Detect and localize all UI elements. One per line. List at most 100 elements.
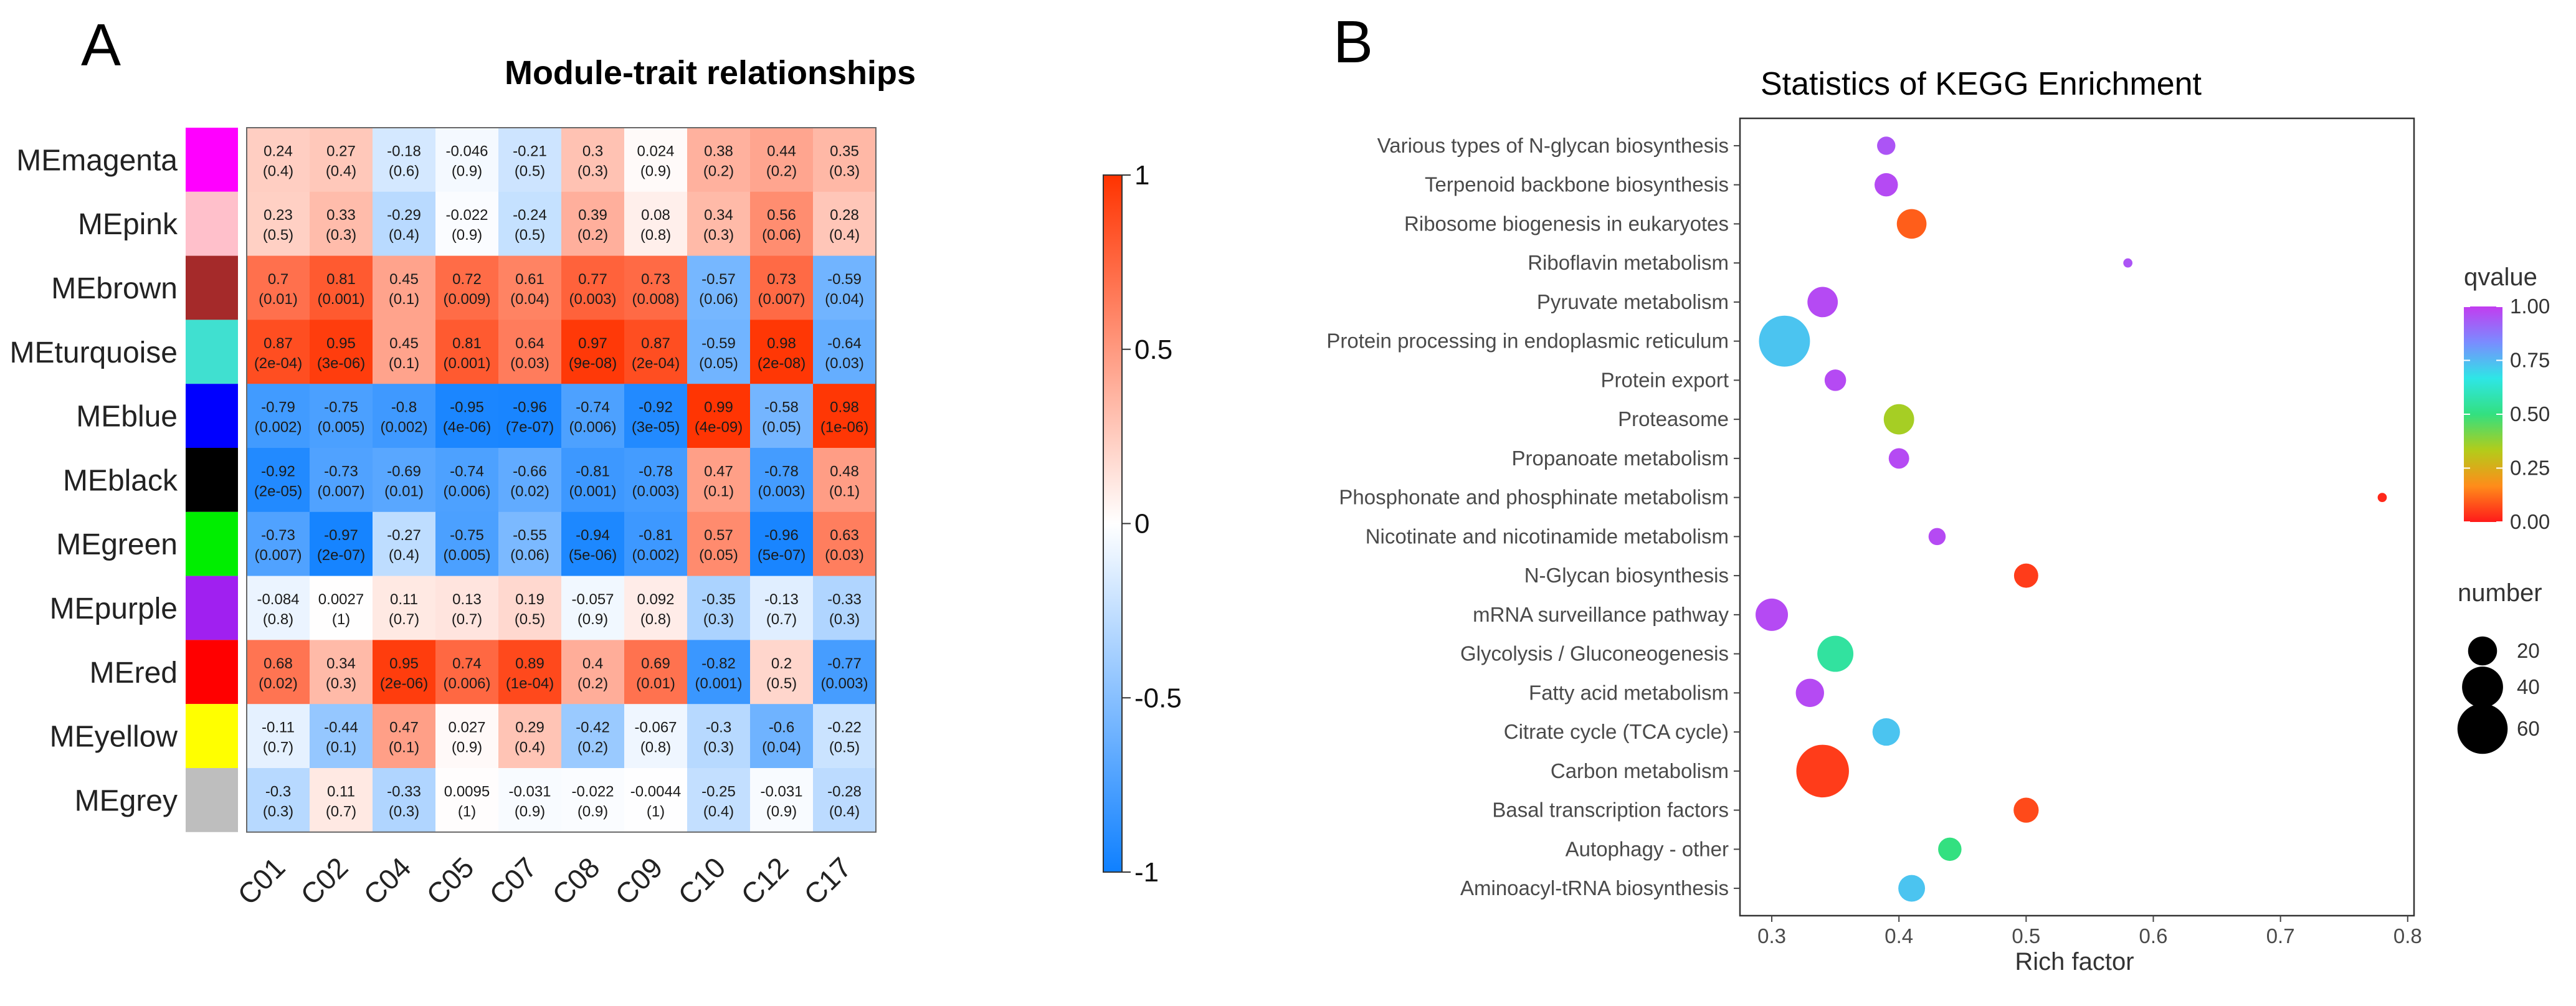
cell-correlation: 0.27 bbox=[326, 143, 356, 159]
cell-pvalue: (0.3) bbox=[703, 227, 734, 244]
cell-pvalue: (0.3) bbox=[703, 611, 734, 628]
cell-pvalue: (2e-04) bbox=[632, 355, 680, 372]
x-tick-label: 0.7 bbox=[2266, 924, 2295, 947]
cell-correlation: 0.3 bbox=[582, 143, 603, 159]
heatmap-cell bbox=[561, 128, 625, 192]
heatmap-cell bbox=[310, 255, 373, 320]
colorbar-tick-label: -1 bbox=[1134, 857, 1159, 888]
cell-pvalue: (0.003) bbox=[632, 483, 679, 500]
cell-pvalue: (0.03) bbox=[510, 355, 549, 372]
cell-pvalue: (0.3) bbox=[326, 675, 356, 692]
cell-pvalue: (0.5) bbox=[263, 227, 293, 244]
cell-correlation: 0.48 bbox=[830, 463, 859, 480]
cell-correlation: -0.96 bbox=[764, 527, 799, 544]
cell-correlation: 0.0027 bbox=[318, 591, 364, 608]
x-tick-label: 0.3 bbox=[1757, 924, 1786, 947]
pathway-point bbox=[1898, 875, 1926, 902]
cell-pvalue: (0.4) bbox=[263, 163, 293, 179]
cell-correlation: 0.99 bbox=[704, 399, 733, 416]
cell-pvalue: (0.04) bbox=[825, 291, 864, 308]
cell-pvalue: (0.9) bbox=[452, 163, 482, 179]
pathway-label: Carbon metabolism bbox=[1551, 759, 1729, 782]
heatmap-cell bbox=[247, 128, 310, 192]
cell-correlation: -0.42 bbox=[576, 719, 610, 736]
cell-pvalue: (0.4) bbox=[515, 739, 545, 756]
cell-pvalue: (0.009) bbox=[443, 291, 490, 308]
heatmap-cell bbox=[310, 128, 373, 192]
cell-correlation: -0.75 bbox=[324, 399, 358, 416]
cell-correlation: 0.73 bbox=[641, 271, 670, 288]
pathway-point bbox=[2123, 258, 2133, 268]
heatmap-cell bbox=[247, 768, 310, 833]
cell-pvalue: (0.3) bbox=[829, 163, 860, 179]
cell-pvalue: (0.3) bbox=[703, 739, 734, 756]
cell-correlation: 0.027 bbox=[448, 719, 485, 736]
heatmap-cell bbox=[373, 511, 436, 577]
heatmap-cell bbox=[498, 128, 562, 192]
cell-pvalue: (0.007) bbox=[254, 547, 302, 564]
heatmap-cell bbox=[498, 384, 562, 448]
cell-correlation: 0.87 bbox=[641, 335, 670, 352]
cell-pvalue: (0.01) bbox=[636, 675, 675, 692]
cell-correlation: 0.44 bbox=[767, 143, 796, 159]
pathway-label: mRNA surveillance pathway bbox=[1473, 603, 1729, 626]
cell-correlation: -0.96 bbox=[513, 399, 547, 416]
row-label: MEblue bbox=[76, 401, 178, 434]
cell-pvalue: (0.007) bbox=[317, 483, 364, 500]
heatmap-cell bbox=[813, 128, 877, 192]
cell-correlation: 0.89 bbox=[515, 655, 544, 672]
module-swatch bbox=[186, 448, 238, 512]
qvalue-tick-label: 0.50 bbox=[2510, 402, 2550, 425]
number-legend-label: 20 bbox=[2517, 639, 2540, 662]
heatmap-cell bbox=[498, 448, 562, 513]
cell-correlation: -0.66 bbox=[513, 463, 547, 480]
cell-correlation: 0.95 bbox=[389, 655, 419, 672]
pathway-point bbox=[1817, 635, 1854, 672]
x-tick-label: 0.6 bbox=[2139, 924, 2168, 947]
cell-correlation: -0.33 bbox=[827, 591, 862, 608]
number-legend-title: number bbox=[2458, 579, 2542, 607]
cell-pvalue: (0.007) bbox=[758, 291, 805, 308]
row-label: MEred bbox=[90, 657, 178, 690]
qvalue-tick-label: 0.00 bbox=[2510, 510, 2550, 533]
heatmap-cell bbox=[373, 255, 436, 320]
cell-correlation: -0.74 bbox=[450, 463, 484, 480]
heatmap-cell bbox=[561, 191, 625, 257]
cell-correlation: 0.33 bbox=[326, 207, 356, 224]
cell-correlation: 0.2 bbox=[771, 655, 792, 672]
heatmap-cell bbox=[624, 320, 688, 384]
cell-correlation: 0.11 bbox=[390, 591, 418, 608]
cell-pvalue: (0.2) bbox=[766, 163, 797, 179]
cell-correlation: 0.0095 bbox=[444, 783, 490, 800]
heatmap-cell bbox=[813, 768, 877, 833]
heatmap-cell bbox=[561, 704, 625, 769]
pathway-label: Citrate cycle (TCA cycle) bbox=[1504, 720, 1729, 743]
number-legend-label: 60 bbox=[2517, 717, 2540, 740]
cell-pvalue: (0.8) bbox=[263, 611, 293, 628]
heatmap-cell bbox=[750, 191, 814, 257]
cell-pvalue: (7e-07) bbox=[506, 419, 554, 436]
pathway-point bbox=[1872, 718, 1900, 746]
heatmap-cell bbox=[624, 640, 688, 705]
heatmap-cell bbox=[435, 320, 499, 384]
heatmap-cell bbox=[247, 511, 310, 577]
heatmap-cell bbox=[498, 640, 562, 705]
cell-correlation: -0.57 bbox=[701, 271, 736, 288]
cell-correlation: -0.28 bbox=[827, 783, 862, 800]
kegg-title: Statistics of KEGG Enrichment bbox=[1761, 66, 2202, 102]
cell-pvalue: (0.7) bbox=[326, 803, 356, 820]
heatmap-cell bbox=[310, 320, 373, 384]
cell-correlation: -0.27 bbox=[387, 527, 421, 544]
heatmap-cell bbox=[624, 384, 688, 448]
heatmap-cell bbox=[373, 384, 436, 448]
cell-correlation: 0.81 bbox=[326, 271, 356, 288]
heatmap-cell bbox=[498, 255, 562, 320]
number-legend-circle bbox=[2457, 703, 2508, 754]
heatmap-cell bbox=[813, 255, 877, 320]
heatmap-cell bbox=[247, 191, 310, 257]
colorbar-tick-label: -0.5 bbox=[1134, 683, 1182, 713]
heatmap-cell bbox=[624, 576, 688, 640]
heatmap-cell bbox=[561, 320, 625, 384]
cell-pvalue: (0.9) bbox=[766, 803, 797, 820]
